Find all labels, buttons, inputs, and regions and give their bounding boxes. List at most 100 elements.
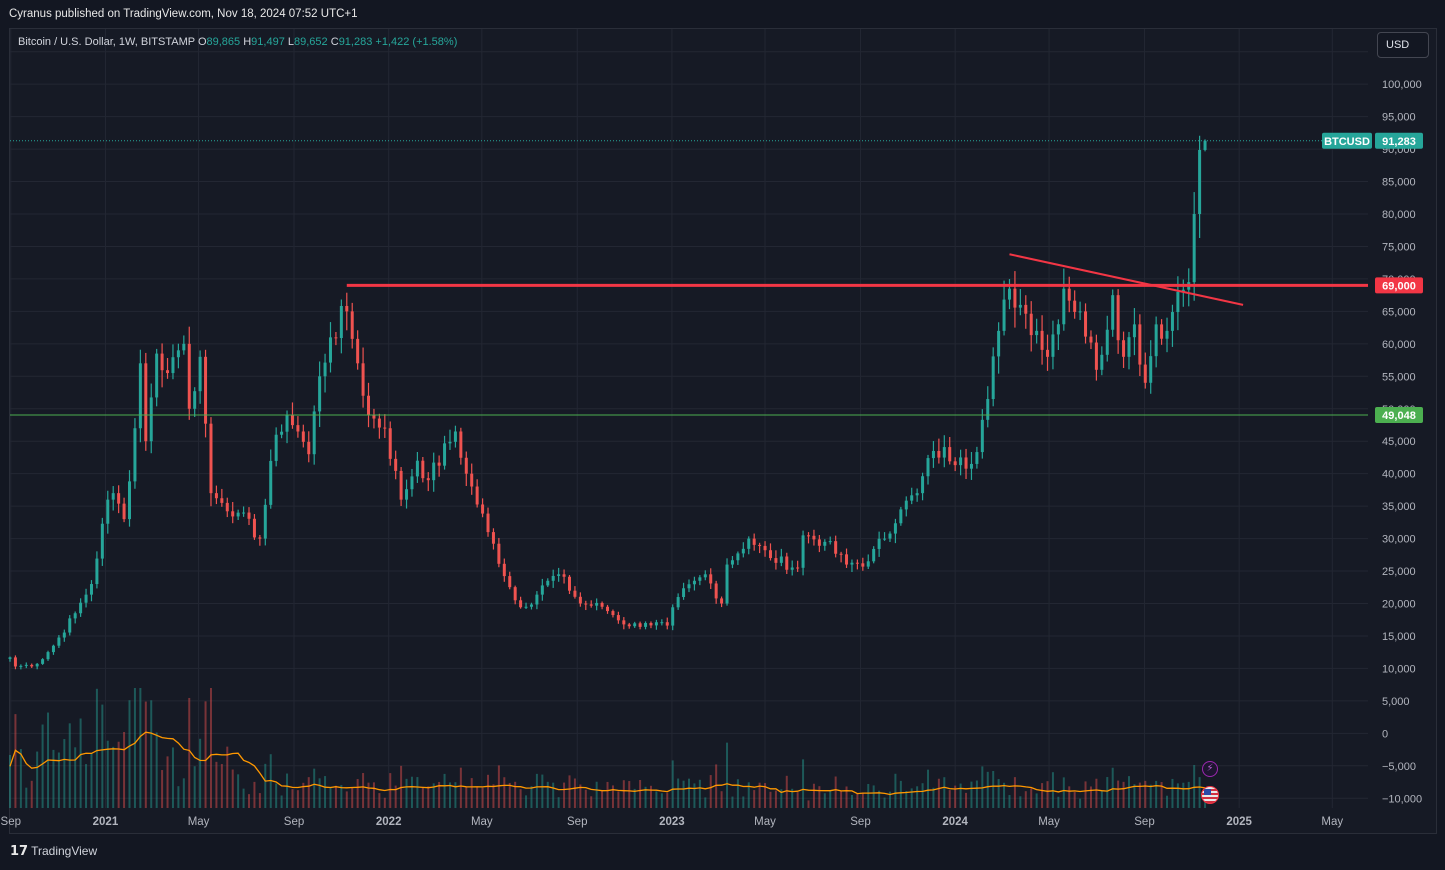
candle-body xyxy=(280,431,284,435)
volume-bar xyxy=(894,773,897,808)
volume-bar xyxy=(698,779,701,808)
candle-body xyxy=(252,518,256,538)
volume-bar xyxy=(568,775,571,808)
volume-bar xyxy=(231,769,234,808)
y-tick-label: 10,000 xyxy=(1382,663,1416,675)
volume-bar xyxy=(633,788,636,808)
candle-body xyxy=(877,538,881,549)
volume-bar xyxy=(943,777,946,808)
volume-bar xyxy=(671,760,674,808)
candle-body xyxy=(166,370,170,374)
volume-bar xyxy=(1111,767,1114,808)
volume-bar xyxy=(150,700,153,808)
candle-body xyxy=(595,602,599,606)
volume-bar xyxy=(389,773,392,808)
candle-body xyxy=(611,611,615,616)
candle-body xyxy=(622,620,626,625)
low-value: 89,652 xyxy=(294,36,328,48)
candle-body xyxy=(915,493,919,496)
last-price-badge-bg xyxy=(1375,132,1423,149)
candle-body xyxy=(133,428,137,482)
volume-bar xyxy=(171,747,174,808)
candle-body xyxy=(535,594,539,605)
candle-body xyxy=(377,418,381,428)
volume-bar xyxy=(758,782,761,808)
volume-bar xyxy=(459,767,462,808)
candle-body xyxy=(290,415,294,426)
volume-bar xyxy=(204,701,207,808)
volume-moving-average xyxy=(9,731,1206,796)
volume-bar xyxy=(573,778,576,808)
candle-body xyxy=(1138,324,1142,365)
volume-bar xyxy=(497,765,500,808)
candle-body xyxy=(562,574,566,577)
candle-body xyxy=(432,462,436,481)
volume-bar xyxy=(9,754,11,808)
candle-body xyxy=(62,632,66,638)
us-flag-icon[interactable] xyxy=(1201,786,1219,804)
resistance-price-badge-bg xyxy=(1375,277,1423,294)
volume-bar xyxy=(769,791,772,808)
candle-body xyxy=(128,481,132,520)
candle-body xyxy=(703,574,707,578)
volume-bar xyxy=(601,790,604,808)
candle-body xyxy=(187,343,191,409)
candle-body xyxy=(589,604,593,606)
candle-body xyxy=(1013,288,1017,308)
volume-bar xyxy=(932,787,935,808)
candle-body xyxy=(117,493,121,504)
candle-body xyxy=(51,645,55,653)
volume-bar xyxy=(888,791,891,808)
volume-bar xyxy=(753,790,756,808)
volume-bar xyxy=(1030,788,1033,808)
candle-body xyxy=(644,622,648,627)
volume-bar xyxy=(1106,777,1109,808)
volume-bar xyxy=(1182,782,1185,808)
volume-bar xyxy=(1057,796,1060,808)
candle-body xyxy=(111,493,115,500)
volume-bar xyxy=(52,749,55,808)
candle-body xyxy=(361,363,365,396)
volume-bar xyxy=(1073,792,1076,808)
volume-bar xyxy=(807,800,810,808)
candle-body xyxy=(975,452,979,464)
candle-body xyxy=(1116,295,1120,341)
candle-body xyxy=(812,535,816,540)
tradingview-logo[interactable]: 17 TradingView xyxy=(10,844,97,859)
volume-bar xyxy=(845,786,848,808)
currency-button[interactable]: USD xyxy=(1377,32,1429,58)
publish-info: Cyranus published on TradingView.com, No… xyxy=(9,8,358,20)
candle-body xyxy=(763,545,767,551)
candle-body xyxy=(1073,300,1077,312)
volume-bar xyxy=(427,786,430,808)
candle-body xyxy=(258,537,262,539)
volume-bar xyxy=(432,783,435,808)
candle-body xyxy=(616,615,620,621)
volume-bar xyxy=(155,732,158,808)
volume-bar xyxy=(30,780,33,808)
candle-body xyxy=(774,558,778,563)
candle-body xyxy=(356,338,360,364)
symbol-name[interactable]: Bitcoin / U.S. Dollar, 1W, BITSTAMP xyxy=(18,36,195,48)
volume-bar xyxy=(742,796,745,808)
candle-body xyxy=(1105,329,1109,355)
candle-body xyxy=(209,423,213,494)
volume-bar xyxy=(177,786,180,808)
candle-body xyxy=(649,622,653,626)
volume-bar xyxy=(1024,791,1027,808)
y-tick-label: 40,000 xyxy=(1382,469,1416,481)
candle-body xyxy=(1084,311,1088,337)
candle-body xyxy=(220,498,224,503)
candle-body xyxy=(1040,330,1044,350)
candle-body xyxy=(176,350,180,358)
candle-body xyxy=(725,564,729,604)
candle-body xyxy=(345,305,349,312)
volume-bar xyxy=(965,792,968,808)
volume-bar xyxy=(492,784,495,808)
lightning-icon[interactable]: ⚡ xyxy=(1202,761,1218,777)
candle-body xyxy=(714,583,718,599)
volume-bar xyxy=(916,786,919,808)
candle-body xyxy=(1111,295,1115,330)
volume-bar xyxy=(68,723,71,808)
